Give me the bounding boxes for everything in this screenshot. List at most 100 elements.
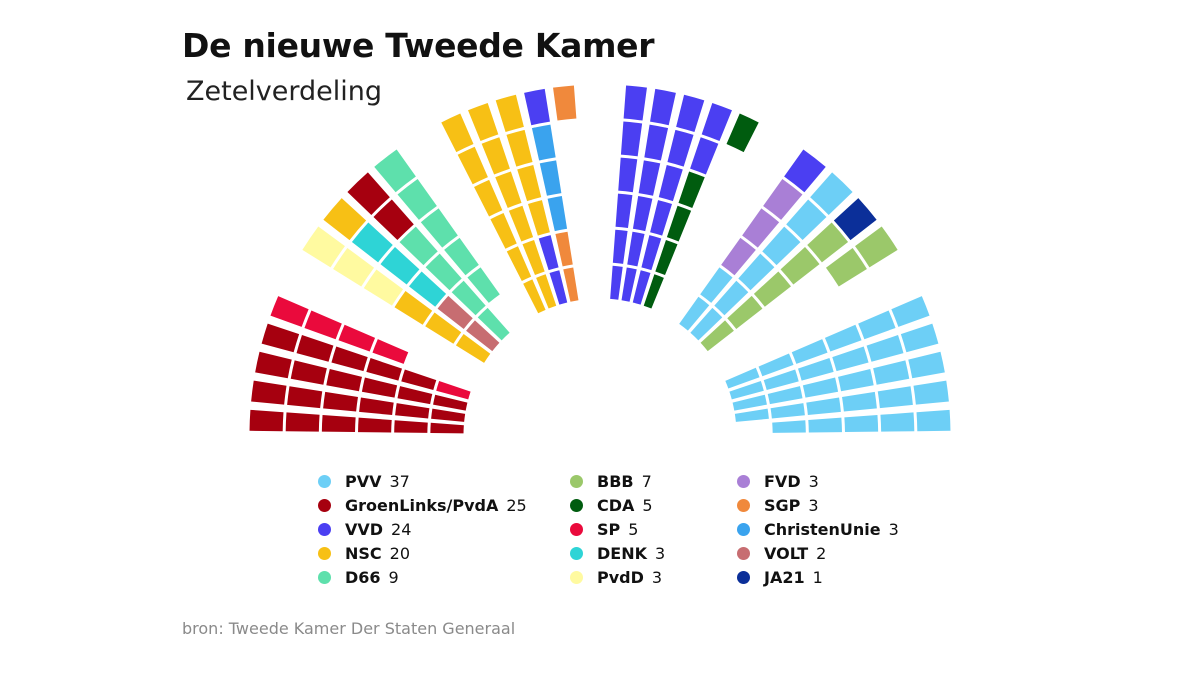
- seat-groenlinks-pvda: [401, 369, 437, 390]
- seat-pvv: [791, 339, 828, 364]
- seat-volt: [466, 320, 500, 352]
- seat-pvv: [842, 391, 877, 412]
- seat-pvv: [770, 403, 805, 419]
- seat-groenlinks-pvda: [326, 368, 362, 392]
- seat-pvv: [772, 420, 806, 433]
- source-note: bron: Tweede Kamer Der Staten Generaal: [182, 619, 516, 638]
- seat-christenunie: [531, 124, 556, 161]
- seat-nsc: [495, 171, 522, 209]
- seat-pvv: [808, 417, 842, 433]
- seat-vvd: [690, 137, 719, 175]
- seat-sp: [304, 310, 342, 340]
- seat-groenlinks-pvda: [285, 412, 320, 432]
- seat-pvdd: [363, 269, 404, 306]
- seat-pvv: [762, 226, 801, 266]
- seat-nsc: [457, 146, 488, 185]
- seat-vvd: [632, 270, 651, 305]
- seat-vvd: [618, 157, 638, 193]
- seat-nsc: [323, 198, 367, 241]
- seat-pvdd: [302, 226, 345, 268]
- seat-fvd: [763, 178, 803, 220]
- seat-nsc: [495, 94, 524, 133]
- seat-denk: [380, 246, 420, 285]
- seat-pvv: [880, 412, 915, 432]
- seat-vvd: [650, 88, 676, 126]
- seat-vvd: [658, 164, 683, 202]
- seat-groenlinks-pvda: [249, 409, 284, 432]
- seat-pvv: [844, 415, 879, 433]
- seat-sp: [436, 381, 471, 400]
- seat-block-4: [610, 85, 759, 309]
- seat-pvv: [908, 351, 945, 379]
- seat-d66: [420, 208, 458, 248]
- seat-d66: [425, 253, 462, 291]
- seat-nsc: [522, 240, 545, 276]
- seat-groenlinks-pvda: [395, 403, 430, 419]
- seat-groenlinks-pvda: [323, 391, 358, 412]
- seat-nsc: [536, 274, 557, 309]
- seat-block-3: [441, 85, 579, 314]
- seat-sgp: [555, 231, 573, 267]
- seat-sp: [270, 296, 309, 327]
- seat-nsc: [455, 334, 491, 363]
- seat-pvv: [690, 307, 723, 341]
- seat-nsc: [506, 129, 533, 167]
- seat-d66: [451, 280, 486, 316]
- seat-vvd: [627, 231, 645, 267]
- seat-vvd: [610, 265, 623, 300]
- seat-vvd: [538, 235, 559, 271]
- seat-bbb: [780, 246, 820, 285]
- seat-vvd: [650, 200, 673, 236]
- seat-pvv: [877, 386, 913, 409]
- seat-pvv: [734, 408, 769, 422]
- seat-vvd: [621, 267, 637, 302]
- seat-d66: [399, 226, 438, 266]
- seat-nsc: [425, 312, 462, 344]
- seat-groenlinks-pvda: [361, 377, 398, 398]
- seat-nsc: [508, 205, 534, 242]
- seat-groenlinks-pvda: [430, 422, 464, 434]
- seat-pvv: [732, 394, 767, 411]
- seat-bbb: [727, 295, 763, 329]
- seat-groenlinks-pvda: [359, 397, 394, 416]
- seat-ja21: [833, 198, 877, 241]
- seat-groenlinks-pvda: [287, 386, 323, 409]
- seat-christenunie: [547, 196, 568, 232]
- seat-pvv: [758, 353, 794, 377]
- seat-bbb: [855, 226, 898, 268]
- seat-nsc: [527, 200, 550, 236]
- seat-groenlinks-pvda: [433, 394, 468, 411]
- seat-block-5: [679, 149, 898, 352]
- seat-nsc: [506, 246, 532, 282]
- seat-pvv: [798, 358, 834, 381]
- seat-bbb: [700, 320, 734, 352]
- seat-pvv: [729, 381, 764, 400]
- seat-pvv: [806, 397, 841, 416]
- seat-fvd: [721, 237, 756, 276]
- seat-nsc: [481, 137, 510, 175]
- seat-pvv: [810, 172, 853, 215]
- seat-vvd: [623, 85, 647, 121]
- seat-pvv: [786, 199, 827, 241]
- seat-vvd: [620, 121, 643, 157]
- seat-denk: [351, 222, 393, 263]
- seat-d66: [374, 149, 416, 193]
- seat-pvv: [714, 280, 749, 316]
- seat-groenlinks-pvda: [431, 408, 466, 422]
- seat-d66: [444, 237, 479, 276]
- seat-sp: [372, 339, 409, 364]
- seat-pvv: [873, 360, 910, 385]
- seat-pvv: [832, 346, 869, 372]
- seat-groenlinks-pvda: [358, 417, 392, 433]
- seat-sgp: [553, 85, 577, 121]
- seat-groenlinks-pvda: [255, 351, 292, 379]
- seat-groenlinks-pvda: [347, 172, 390, 215]
- seat-cda: [643, 274, 664, 309]
- seat-groenlinks-pvda: [394, 420, 428, 433]
- seat-vvd: [644, 124, 669, 161]
- seat-pvv: [763, 369, 799, 390]
- seat-nsc: [474, 179, 503, 217]
- seat-groenlinks-pvda: [321, 415, 356, 433]
- seat-volt: [437, 295, 473, 329]
